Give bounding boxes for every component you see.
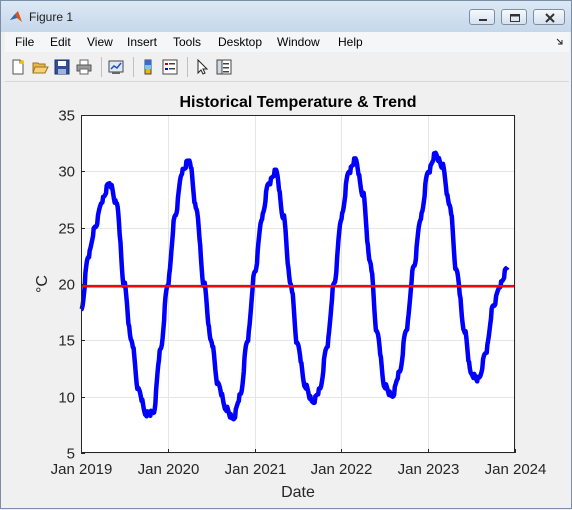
x-tick-label: Jan 2023: [398, 461, 460, 478]
dock-arrow-icon[interactable]: [556, 38, 564, 46]
y-tick-label: 30: [58, 164, 75, 181]
menu-bar: File Edit View Insert Tools Desktop Wind…: [5, 32, 569, 52]
y-axis-label: °C: [34, 275, 51, 293]
y-tick-label: 10: [58, 390, 75, 407]
property-editor-icon[interactable]: [215, 58, 233, 76]
toolbar-separator: [187, 57, 188, 77]
window-title: Figure 1: [29, 10, 74, 24]
x-tick-label: Jan 2020: [138, 461, 200, 478]
open-file-icon[interactable]: [31, 58, 49, 76]
menu-help[interactable]: Help: [338, 35, 363, 49]
menu-desktop[interactable]: Desktop: [218, 35, 263, 49]
figure-toolbar: [5, 53, 569, 82]
colorbar-icon[interactable]: [139, 58, 157, 76]
figure-canvas: 5 10 15 20 25 30 35 Jan 2019 Jan 2020 Jan 2021 Jan…: [5, 82, 569, 506]
axis-ticks: 5 10 15 20 25 30 35 Jan 2019 Jan 2020 Jan 2021 Jan…: [51, 108, 547, 479]
menu-insert[interactable]: Insert: [127, 35, 158, 49]
link-plot-icon[interactable]: [107, 58, 125, 76]
y-tick-label: 15: [58, 333, 75, 350]
x-tick-label: Jan 2019: [51, 461, 113, 478]
menu-tools[interactable]: Tools: [173, 35, 202, 49]
menu-window[interactable]: Window: [277, 35, 320, 49]
close-button[interactable]: [533, 9, 565, 25]
toolbar-separator: [101, 57, 102, 77]
maximize-button[interactable]: [501, 9, 527, 25]
x-tick-label: Jan 2022: [311, 461, 373, 478]
toolbar-separator: [133, 57, 134, 77]
y-tick-label: 20: [58, 277, 75, 294]
menu-view[interactable]: View: [87, 35, 113, 49]
x-tick-label: Jan 2021: [225, 461, 287, 478]
close-icon: [545, 13, 555, 23]
plot-lines: [79, 150, 515, 422]
x-tick-label: Jan 2024: [485, 461, 547, 478]
y-tick-label: 5: [67, 446, 75, 463]
pointer-icon[interactable]: [193, 58, 211, 76]
minimize-button[interactable]: [469, 9, 495, 25]
save-icon[interactable]: [53, 58, 71, 76]
temperature-series-line[interactable]: [79, 150, 510, 422]
y-tick-label: 35: [58, 108, 75, 125]
minimize-icon: [479, 19, 487, 21]
new-figure-icon[interactable]: [9, 58, 27, 76]
title-bar[interactable]: Figure 1: [1, 1, 571, 32]
matlab-logo-icon: [10, 11, 22, 22]
maximize-icon: [510, 14, 520, 22]
y-tick-label: 25: [58, 221, 75, 238]
temperature-chart[interactable]: 5 10 15 20 25 30 35 Jan 2019 Jan 2020 Jan 2021 Jan…: [5, 82, 569, 506]
x-axis-label: Date: [281, 484, 315, 501]
menu-file[interactable]: File: [15, 35, 35, 49]
menu-edit[interactable]: Edit: [50, 35, 71, 49]
print-icon[interactable]: [75, 58, 93, 76]
chart-title: Historical Temperature & Trend: [179, 94, 416, 111]
legend-icon[interactable]: [161, 58, 179, 76]
